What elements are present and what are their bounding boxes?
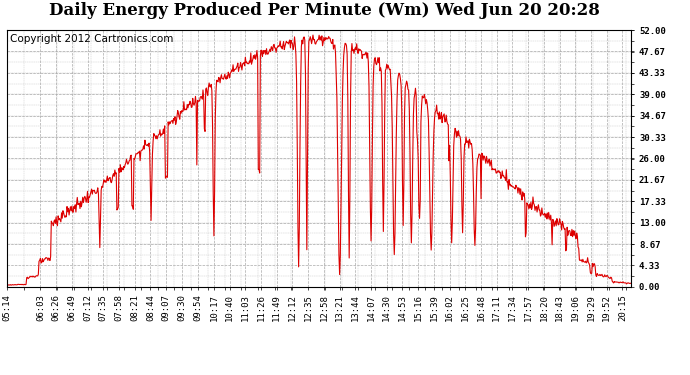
Text: Copyright 2012 Cartronics.com: Copyright 2012 Cartronics.com xyxy=(10,34,173,44)
Text: Daily Energy Produced Per Minute (Wm) Wed Jun 20 20:28: Daily Energy Produced Per Minute (Wm) We… xyxy=(49,2,600,19)
